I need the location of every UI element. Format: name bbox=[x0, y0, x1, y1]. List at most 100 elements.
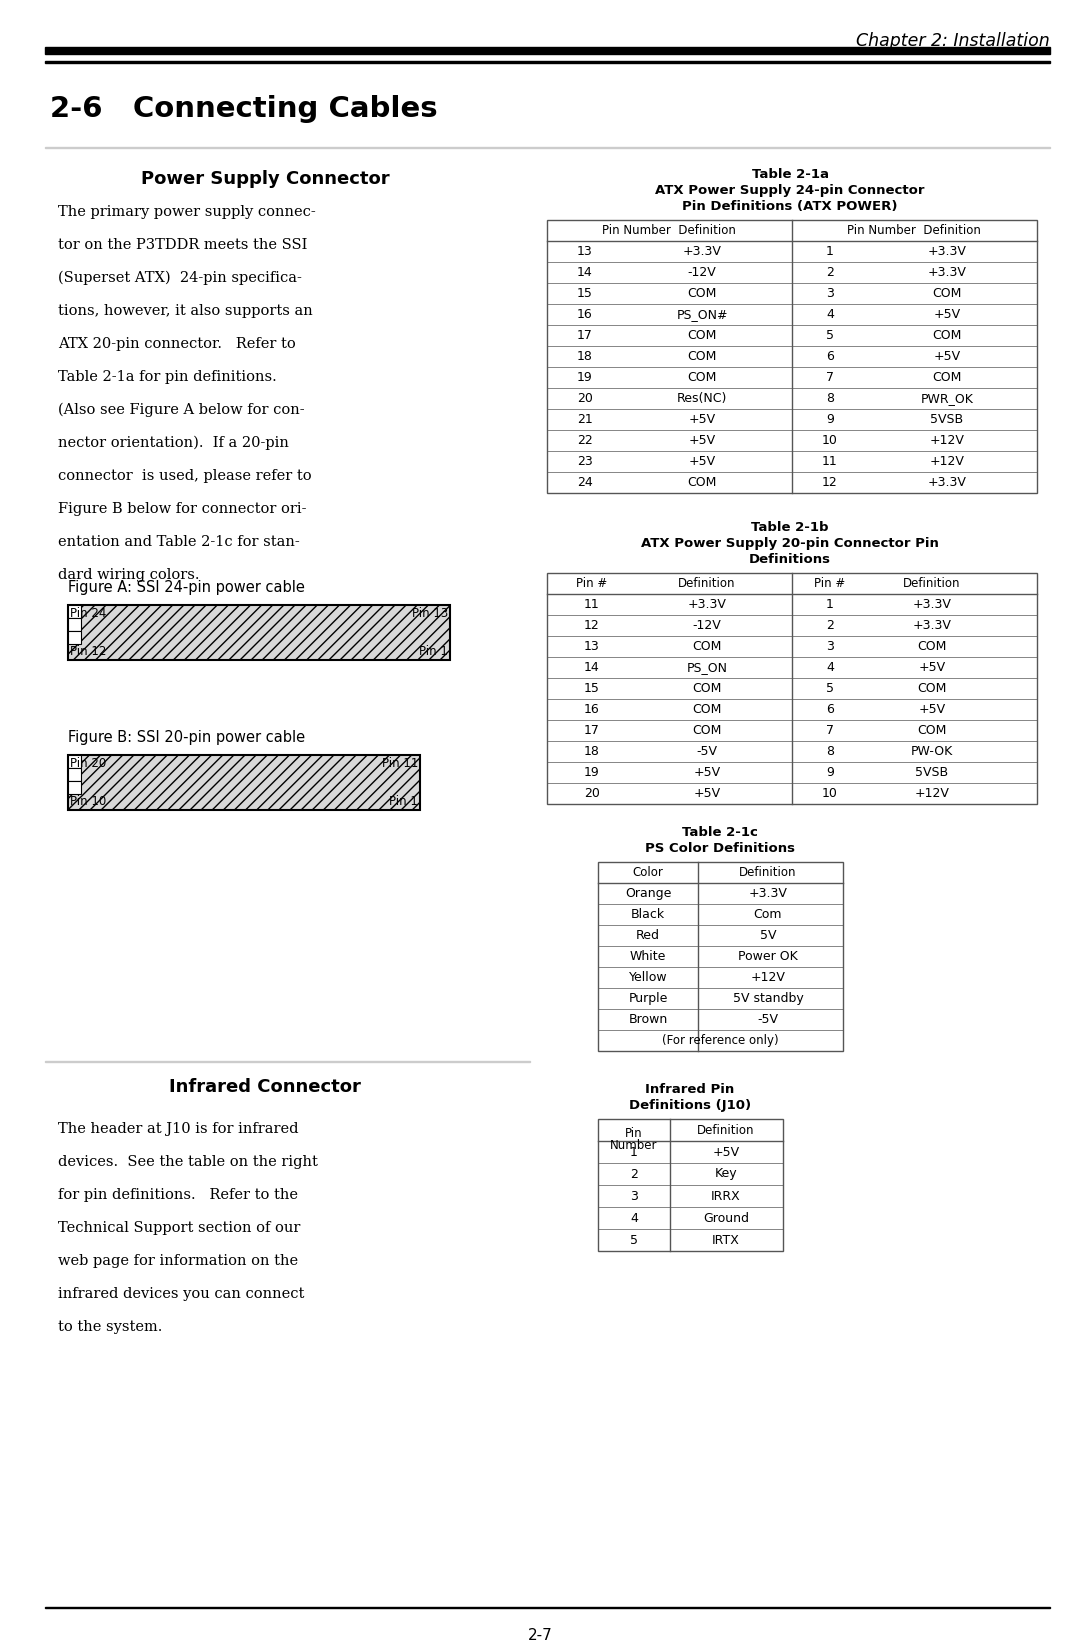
Text: 18: 18 bbox=[584, 745, 599, 758]
Text: COM: COM bbox=[692, 704, 721, 715]
Bar bbox=[68, 605, 81, 618]
Bar bbox=[68, 631, 81, 644]
Bar bbox=[598, 1119, 783, 1251]
Text: 5V standby: 5V standby bbox=[732, 992, 804, 1005]
Text: 16: 16 bbox=[577, 308, 593, 321]
Text: The header at J10 is for infrared: The header at J10 is for infrared bbox=[58, 1122, 298, 1135]
Text: 3: 3 bbox=[826, 639, 834, 653]
Text: COM: COM bbox=[687, 476, 717, 489]
Text: 2-7: 2-7 bbox=[528, 1628, 552, 1643]
Bar bbox=[68, 768, 81, 781]
Text: 13: 13 bbox=[584, 639, 599, 653]
Bar bbox=[45, 61, 1050, 63]
Text: White: White bbox=[630, 949, 666, 962]
Bar bbox=[68, 755, 420, 811]
Text: 14: 14 bbox=[577, 265, 593, 279]
Text: +5V: +5V bbox=[918, 661, 946, 674]
Text: COM: COM bbox=[917, 723, 947, 737]
Bar bbox=[546, 574, 1037, 804]
Text: PWR_OK: PWR_OK bbox=[920, 392, 973, 405]
Bar bbox=[68, 618, 81, 631]
Text: 5VSB: 5VSB bbox=[916, 766, 948, 780]
Text: Number: Number bbox=[610, 1139, 658, 1152]
Text: -12V: -12V bbox=[688, 265, 716, 279]
Text: 2: 2 bbox=[630, 1167, 638, 1180]
Text: ATX Power Supply 24-pin Connector: ATX Power Supply 24-pin Connector bbox=[656, 185, 924, 198]
Text: PS_ON: PS_ON bbox=[687, 661, 728, 674]
Text: +12V: +12V bbox=[930, 433, 964, 447]
Text: 2-6   Connecting Cables: 2-6 Connecting Cables bbox=[50, 96, 437, 124]
Text: PW-OK: PW-OK bbox=[910, 745, 954, 758]
Text: 2: 2 bbox=[826, 620, 834, 631]
Bar bbox=[598, 862, 843, 1051]
Text: Pin Number  Definition: Pin Number Definition bbox=[602, 224, 735, 237]
Text: Chapter 2: Installation: Chapter 2: Installation bbox=[856, 31, 1050, 49]
Text: +3.3V: +3.3V bbox=[928, 476, 967, 489]
Text: tor on the P3TDDR meets the SSI: tor on the P3TDDR meets the SSI bbox=[58, 237, 308, 252]
Text: 2: 2 bbox=[826, 265, 834, 279]
Text: +3.3V: +3.3V bbox=[748, 887, 787, 900]
Text: Pin 13: Pin 13 bbox=[411, 606, 448, 620]
Text: Figure A: SSI 24-pin power cable: Figure A: SSI 24-pin power cable bbox=[68, 580, 305, 595]
Text: Key: Key bbox=[715, 1167, 738, 1180]
Text: 12: 12 bbox=[584, 620, 599, 631]
Text: COM: COM bbox=[917, 682, 947, 695]
Text: 11: 11 bbox=[584, 598, 599, 611]
Text: Power Supply Connector: Power Supply Connector bbox=[140, 170, 389, 188]
Text: 4: 4 bbox=[630, 1211, 638, 1224]
Text: Res(NC): Res(NC) bbox=[677, 392, 727, 405]
Text: 24: 24 bbox=[577, 476, 593, 489]
Text: +5V: +5V bbox=[693, 766, 720, 780]
Text: connector  is used, please refer to: connector is used, please refer to bbox=[58, 470, 312, 483]
Text: Definition: Definition bbox=[739, 865, 797, 878]
Text: Pin: Pin bbox=[625, 1127, 643, 1140]
Text: +12V: +12V bbox=[915, 788, 949, 799]
Text: Pin 10: Pin 10 bbox=[70, 794, 106, 808]
Text: COM: COM bbox=[687, 349, 717, 363]
Text: 21: 21 bbox=[577, 414, 593, 425]
Text: Pin #: Pin # bbox=[577, 577, 608, 590]
Text: 23: 23 bbox=[577, 455, 593, 468]
Text: Infrared Connector: Infrared Connector bbox=[170, 1078, 361, 1096]
Text: 20: 20 bbox=[584, 788, 599, 799]
Text: 19: 19 bbox=[584, 766, 599, 780]
Text: 3: 3 bbox=[630, 1190, 638, 1203]
Text: (For reference only): (For reference only) bbox=[662, 1033, 779, 1046]
Text: ATX Power Supply 20-pin Connector Pin: ATX Power Supply 20-pin Connector Pin bbox=[642, 537, 939, 550]
Text: 17: 17 bbox=[584, 723, 599, 737]
Text: +3.3V: +3.3V bbox=[928, 265, 967, 279]
Text: COM: COM bbox=[932, 371, 961, 384]
Text: +5V: +5V bbox=[918, 704, 946, 715]
Text: to the system.: to the system. bbox=[58, 1320, 162, 1333]
Text: 6: 6 bbox=[826, 704, 834, 715]
Text: +5V: +5V bbox=[688, 433, 716, 447]
Text: 9: 9 bbox=[826, 766, 834, 780]
Text: 10: 10 bbox=[822, 788, 838, 799]
Text: COM: COM bbox=[692, 723, 721, 737]
Text: Pin 20: Pin 20 bbox=[70, 756, 106, 770]
Text: 12: 12 bbox=[822, 476, 838, 489]
Text: +5V: +5V bbox=[688, 455, 716, 468]
Text: 8: 8 bbox=[826, 392, 834, 405]
Text: 16: 16 bbox=[584, 704, 599, 715]
Text: 1: 1 bbox=[826, 246, 834, 259]
Text: Definitions: Definitions bbox=[750, 554, 831, 565]
Text: dard wiring colors.: dard wiring colors. bbox=[58, 569, 200, 582]
Text: -5V: -5V bbox=[697, 745, 717, 758]
Text: Pin 11: Pin 11 bbox=[381, 756, 418, 770]
Text: COM: COM bbox=[687, 287, 717, 300]
Text: for pin definitions.   Refer to the: for pin definitions. Refer to the bbox=[58, 1188, 298, 1201]
Text: Power OK: Power OK bbox=[738, 949, 798, 962]
Text: IRRX: IRRX bbox=[711, 1190, 741, 1203]
Text: COM: COM bbox=[687, 330, 717, 343]
Text: Technical Support section of our: Technical Support section of our bbox=[58, 1221, 300, 1234]
Bar bbox=[68, 605, 450, 659]
Text: Pin 12: Pin 12 bbox=[70, 644, 106, 658]
Text: Com: Com bbox=[754, 908, 782, 921]
Text: 5: 5 bbox=[826, 330, 834, 343]
Text: 11: 11 bbox=[822, 455, 838, 468]
Text: +3.3V: +3.3V bbox=[913, 620, 951, 631]
Text: +12V: +12V bbox=[930, 455, 964, 468]
Text: +12V: +12V bbox=[751, 971, 785, 984]
Text: Definition: Definition bbox=[678, 577, 735, 590]
